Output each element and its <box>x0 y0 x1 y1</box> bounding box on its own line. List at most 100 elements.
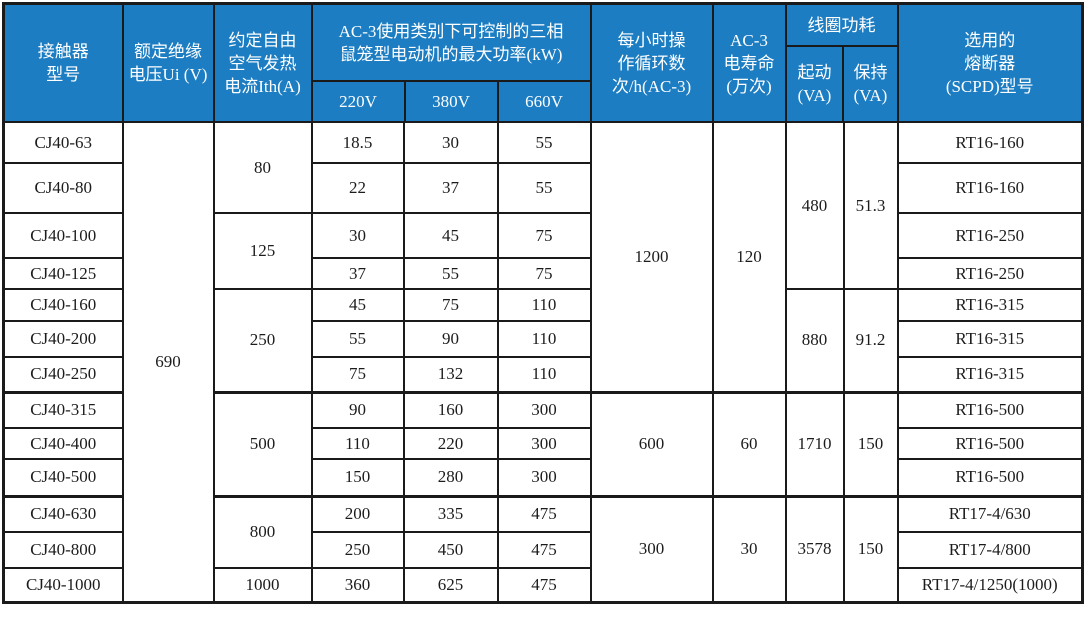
col-header-life-line: (万次) <box>726 76 772 96</box>
cell-model: CJ40-500 <box>2 458 124 497</box>
table-row: CJ40-400 110 220 300 RT16-500 <box>2 427 1084 460</box>
cell-kw220: 37 <box>310 257 405 290</box>
cell-hold-150: 150 <box>842 494 899 603</box>
cell-fuse: RT16-315 <box>896 320 1084 358</box>
cell-kw660: 75 <box>496 212 592 259</box>
cell-ith-500: 500 <box>212 390 313 497</box>
cell-life-30: 30 <box>711 494 787 603</box>
col-header-ac3-power: AC-3使用类别下可控制的三相 鼠笼型电动机的最大功率(kW) <box>313 5 589 82</box>
col-header-fuse-line: 选用的 <box>964 30 1016 50</box>
cell-kw220: 250 <box>310 531 405 569</box>
cell-kw660: 300 <box>496 458 592 497</box>
col-header-coil: 线圈功耗 <box>787 5 896 47</box>
col-header-start-va: 起动 (VA) <box>788 47 845 121</box>
cell-cycles-300: 300 <box>589 494 714 603</box>
cell-kw660: 110 <box>496 356 592 393</box>
col-header-cycles-line: 作循环数 <box>617 53 686 73</box>
cell-ith-80: 80 <box>212 121 313 214</box>
table-row: CJ40-315 500 90 160 300 600 60 1710 150 … <box>2 390 1084 497</box>
table-row: CJ40-1000 1000 360 625 475 RT17-4/1250(1… <box>2 567 1084 603</box>
cell-fuse: RT16-315 <box>896 356 1084 393</box>
cell-start-880: 880 <box>784 288 845 393</box>
cell-ith-250: 250 <box>212 288 313 393</box>
col-header-hold-va: 保持 (VA) <box>844 47 895 120</box>
cell-model: CJ40-250 <box>2 356 124 393</box>
cell-life-60: 60 <box>711 390 787 497</box>
cell-kw220: 90 <box>310 390 405 429</box>
cell-kw660: 300 <box>496 427 592 460</box>
col-header-cycles-line: 次/h(AC-3) <box>611 76 692 96</box>
table-row: CJ40-200 55 90 110 RT16-315 <box>2 320 1084 358</box>
cell-kw660: 55 <box>496 162 592 214</box>
col-header-ac3-power-line: AC-3使用类别下可控制的三相 <box>338 21 564 41</box>
cell-model: CJ40-125 <box>2 257 124 290</box>
cell-fuse: RT16-315 <box>896 288 1084 322</box>
col-header-ith: 约定自由 空气发热 电流Ith(A) <box>212 2 313 123</box>
cell-kw380: 335 <box>402 494 499 533</box>
table-row: CJ40-100 125 30 45 75 RT16-250 <box>2 212 1084 290</box>
cell-kw220: 110 <box>310 427 405 460</box>
cell-kw220: 200 <box>310 494 405 533</box>
cell-kw380: 220 <box>402 427 499 460</box>
cell-kw220: 75 <box>310 356 405 393</box>
cell-model: CJ40-1000 <box>2 567 124 603</box>
cell-hold-150: 150 <box>842 390 899 497</box>
col-header-cycles: 每小时操 作循环数 次/h(AC-3) <box>589 2 714 123</box>
cell-fuse: RT16-250 <box>896 212 1084 259</box>
col-header-660v: 660V <box>525 92 563 111</box>
cell-voltage-690: 690 <box>121 121 215 603</box>
cell-hold-51-3: 51.3 <box>842 121 899 290</box>
cell-kw380: 45 <box>402 212 499 259</box>
table-row: CJ40-500 150 280 300 RT16-500 <box>2 458 1084 497</box>
cell-ith-1000: 1000 <box>212 567 313 603</box>
col-header-coil-group: 线圈功耗 起动 (VA) 保持 (VA) <box>784 2 899 123</box>
cell-model: CJ40-200 <box>2 320 124 358</box>
col-header-life-line: AC-3 <box>730 30 768 50</box>
cell-kw660: 75 <box>496 257 592 290</box>
cell-kw660: 110 <box>496 288 592 322</box>
cell-kw220: 360 <box>310 567 405 603</box>
cell-start-3578: 3578 <box>784 494 845 603</box>
col-header-ith-line: 电流Ith(A) <box>224 76 301 96</box>
cell-model: CJ40-160 <box>2 288 124 322</box>
cell-model: CJ40-630 <box>2 494 124 533</box>
cell-kw380: 75 <box>402 288 499 322</box>
cell-fuse: RT16-160 <box>896 121 1084 164</box>
cell-hold-91-2: 91.2 <box>842 288 899 393</box>
cell-kw380: 132 <box>402 356 499 393</box>
cell-fuse: RT16-500 <box>896 390 1084 429</box>
cell-kw220: 150 <box>310 458 405 497</box>
table-row: CJ40-250 75 132 110 RT16-315 <box>2 356 1084 393</box>
header-row: 接触器 型号 额定绝缘 电压Ui (V) 约定自由 空气发热 电流Ith(A) … <box>2 2 1084 123</box>
cell-kw660: 475 <box>496 567 592 603</box>
cell-fuse: RT17-4/800 <box>896 531 1084 569</box>
col-header-start-va-line: (VA) <box>797 86 832 105</box>
col-header-model-line: 接触器 <box>37 42 89 61</box>
cell-model: CJ40-400 <box>2 427 124 460</box>
coil-subheader-row: 起动 (VA) 保持 (VA) <box>788 47 896 121</box>
table-row: CJ40-630 800 200 335 475 300 30 3578 150… <box>2 494 1084 603</box>
cell-fuse: RT17-4/630 <box>896 494 1084 533</box>
cell-model: CJ40-315 <box>2 390 124 429</box>
col-header-cycles-line: 每小时操 <box>617 30 686 50</box>
cell-kw220: 22 <box>310 162 405 214</box>
cell-fuse: RT16-160 <box>896 162 1084 214</box>
cell-model: CJ40-63 <box>2 121 124 164</box>
col-header-life: AC-3 电寿命 (万次) <box>711 2 787 123</box>
col-header-fuse: 选用的 熔断器 (SCPD)型号 <box>896 2 1084 123</box>
col-header-life-line: 电寿命 <box>723 53 775 73</box>
table-row: CJ40-160 250 45 75 110 880 91.2 RT16-315 <box>2 288 1084 393</box>
table-row: CJ40-80 22 37 55 RT16-160 <box>2 162 1084 214</box>
cell-cycles-1200: 1200 <box>589 121 714 393</box>
cell-fuse: RT16-500 <box>896 427 1084 460</box>
cell-model: CJ40-800 <box>2 531 124 569</box>
cell-kw380: 625 <box>402 567 499 603</box>
cell-kw220: 30 <box>310 212 405 259</box>
cell-ith-125: 125 <box>212 212 313 290</box>
cell-model: CJ40-100 <box>2 212 124 259</box>
col-header-380v: 380V <box>406 82 499 121</box>
cell-kw220: 55 <box>310 320 405 358</box>
table-row: CJ40-125 37 55 75 RT16-250 <box>2 257 1084 290</box>
col-header-voltage: 额定绝缘 电压Ui (V) <box>121 2 215 123</box>
